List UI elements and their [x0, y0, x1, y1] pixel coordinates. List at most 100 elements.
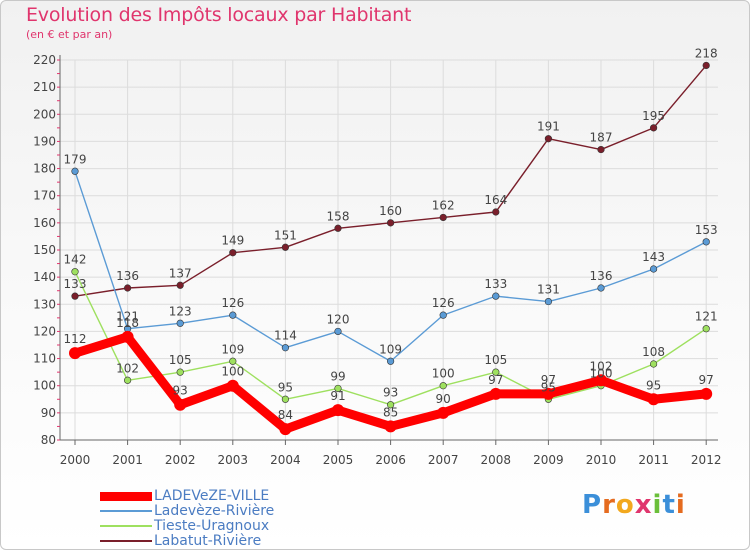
data-label: 137: [169, 266, 192, 280]
chart-title: Evolution des Impôts locaux par Habitant: [26, 4, 412, 26]
chart-subtitle: (en € et par an): [26, 28, 113, 41]
y-tick-label: 150: [33, 243, 56, 257]
data-label: 99: [330, 369, 345, 383]
data-point: [174, 398, 187, 411]
data-point: [387, 219, 395, 227]
data-label: 102: [590, 359, 613, 373]
legend-item: Tieste-Uragnoux: [100, 518, 269, 534]
data-label: 126: [432, 296, 455, 310]
legend-swatch: [100, 525, 152, 527]
data-point: [281, 344, 290, 352]
x-tick-label: 2012: [691, 453, 722, 467]
data-point: [544, 135, 553, 143]
x-tick-label: 2011: [638, 453, 669, 467]
data-point: [597, 145, 605, 154]
data-point: [71, 167, 79, 175]
data-point: [176, 281, 184, 289]
y-tick-label: 210: [33, 80, 56, 94]
data-point: [332, 404, 344, 417]
data-point: [492, 292, 500, 300]
data-label: 114: [274, 329, 297, 343]
data-label: 149: [221, 234, 244, 248]
data-point: [649, 124, 658, 132]
data-label: 100: [221, 365, 244, 379]
data-label: 97: [541, 373, 556, 387]
data-label: 151: [274, 228, 297, 242]
data-point: [123, 376, 132, 384]
y-tick-label: 90: [41, 406, 56, 420]
data-point: [121, 330, 134, 343]
data-label: 102: [116, 361, 139, 375]
data-label: 133: [484, 277, 507, 291]
data-label: 142: [64, 253, 87, 267]
data-point: [281, 395, 290, 403]
data-point: [387, 401, 395, 409]
data-point: [702, 61, 710, 70]
data-label: 160: [379, 204, 402, 218]
data-point: [649, 360, 658, 368]
data-label: 120: [327, 312, 350, 326]
data-point: [439, 311, 447, 319]
data-label: 109: [379, 342, 402, 356]
data-point: [334, 384, 342, 393]
data-label: 121: [116, 310, 139, 324]
y-tick-label: 180: [33, 162, 56, 176]
data-label: 85: [383, 405, 398, 419]
data-label: 158: [327, 209, 350, 223]
data-label: 131: [537, 283, 560, 297]
data-point: [279, 423, 292, 436]
data-label: 91: [330, 389, 345, 403]
data-label: 153: [695, 223, 718, 237]
data-label: 195: [642, 109, 665, 123]
data-label: 218: [695, 46, 718, 60]
data-label: 136: [590, 269, 613, 283]
x-tick-label: 2009: [533, 453, 564, 467]
data-point: [492, 368, 500, 376]
data-label: 84: [278, 408, 293, 422]
x-tick-label: 2004: [270, 453, 301, 467]
data-point: [229, 249, 237, 257]
data-point: [702, 325, 710, 333]
data-point: [71, 292, 79, 300]
data-label: 93: [383, 386, 398, 400]
data-label: 164: [484, 193, 507, 207]
y-tick-label: 110: [33, 352, 56, 366]
data-label: 187: [590, 131, 613, 145]
legend-item: Labatut-Rivière: [100, 533, 261, 549]
data-label: 90: [436, 392, 451, 406]
legend-item: LADEVeZE-VILLE: [100, 488, 269, 504]
data-point: [647, 393, 660, 406]
data-label: 105: [169, 353, 192, 367]
data-label: 136: [116, 269, 139, 283]
legend-label: Labatut-Rivière: [154, 533, 262, 549]
data-label: 121: [695, 310, 718, 324]
y-tick-label: 80: [41, 433, 56, 447]
series-lines: [69, 61, 713, 436]
data-point: [176, 319, 184, 327]
data-point: [649, 265, 658, 273]
x-tick-label: 2005: [323, 453, 354, 467]
data-point: [281, 243, 290, 251]
legend-swatch: [100, 510, 152, 512]
data-label: 162: [432, 198, 455, 212]
x-tick-label: 2010: [586, 453, 617, 467]
data-point: [439, 213, 447, 222]
data-label: 100: [590, 367, 613, 381]
data-point: [489, 387, 502, 400]
y-tick-label: 130: [33, 297, 56, 311]
x-tick-label: 2008: [481, 453, 512, 467]
data-label: 112: [64, 332, 87, 346]
data-point: [69, 347, 81, 360]
data-label: 95: [646, 378, 661, 392]
data-point: [542, 387, 555, 400]
data-point: [700, 387, 713, 400]
x-tick-label: 2001: [112, 453, 143, 467]
data-label: 95: [278, 380, 293, 394]
y-tick-label: 190: [33, 134, 56, 148]
proxiti-logo: Proxiti: [582, 490, 686, 520]
x-tick-label: 2003: [218, 453, 249, 467]
data-label: 143: [642, 250, 665, 264]
data-label: 105: [484, 353, 507, 367]
